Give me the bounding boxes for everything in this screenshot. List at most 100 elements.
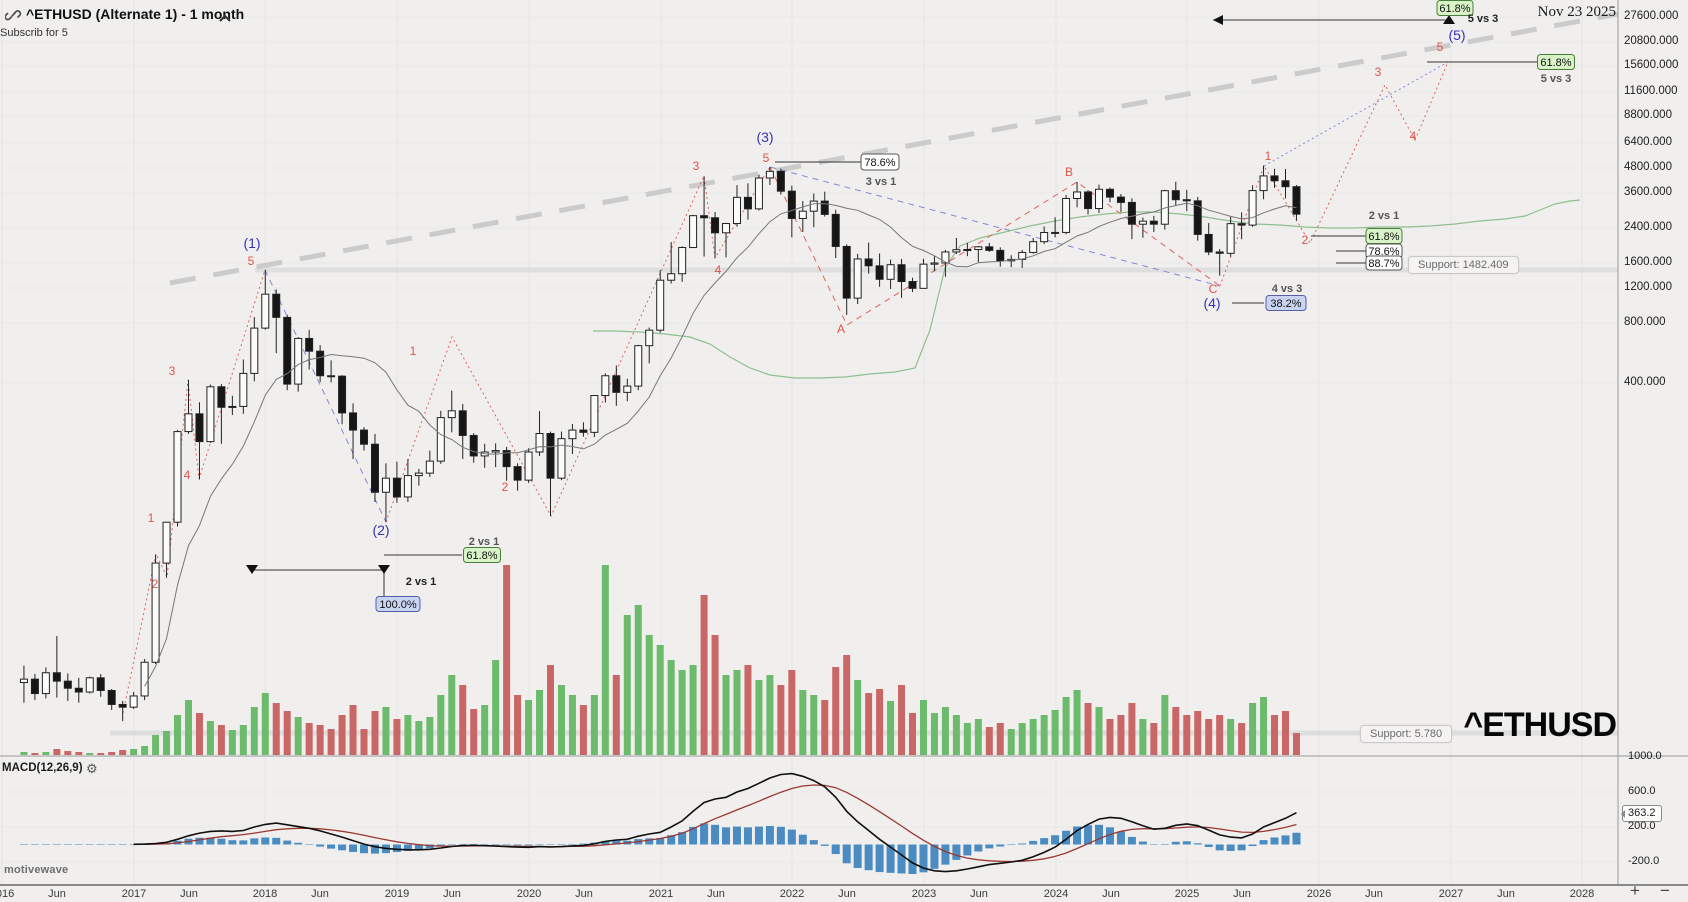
volume-bar [360,729,368,755]
macd-axis-label: -200.0 [1628,855,1660,867]
candle-body [711,217,720,234]
price-axis-label: 4800.000 [1624,161,1672,173]
elliott-wave-label: 1 [410,344,417,358]
macd-histogram-bar [480,844,489,845]
macd-histogram-bar [919,844,928,873]
candle-body [996,249,1005,262]
volume-bar [1172,707,1180,755]
zoom-in-button[interactable]: + [1630,881,1640,900]
macd-histogram-bar [1160,844,1169,845]
macd-histogram-bar [985,844,994,849]
gear-icon[interactable]: ⚙ [86,761,98,776]
volume-bar [744,665,752,755]
candle-body [1084,191,1093,210]
time-axis-label: Jun [970,888,988,900]
candle-body [447,410,456,419]
volume-bar [470,709,478,755]
fib-label-text: 61.8% [1439,3,1470,15]
fib-label-box [1537,54,1575,70]
volume-bar [152,735,160,755]
macd-histogram-bar [360,844,369,854]
macd-indicator-label: MACD(12,26,9) [2,762,83,774]
elliott-wave-label: 5 [248,254,255,268]
elliott-wave-label: 2 [502,480,509,494]
volume-bar [996,723,1004,755]
volume-bar [755,680,763,755]
price-axis-label: 1200.000 [1624,281,1672,293]
volume-bar [1183,715,1191,755]
price-axis-label: 27600.000 [1624,10,1679,22]
macd-histogram-bar [107,844,116,845]
ratio-caption: 5 vs 3 [1468,13,1499,25]
time-axis-label: 2023 [911,888,937,900]
candle-body [392,477,401,498]
elliott-wave-label: 3 [1375,65,1382,79]
volume-bar [974,719,982,755]
candle-body [283,316,292,385]
volume-bar [130,749,138,755]
candle-body [776,170,785,192]
candle-body [458,410,467,436]
candle-body [74,687,83,693]
elliott-wave-label: 5 [763,151,770,165]
candle-body [327,375,336,378]
fib-label-text: 61.8% [1368,231,1399,243]
macd-histogram-bar [963,844,972,856]
candle-body [1270,175,1279,182]
macd-histogram-bar [941,844,950,865]
volume-bar [239,725,247,755]
chevron-up-icon[interactable] [218,10,232,28]
link-icon[interactable] [4,6,22,28]
volume-bar [1018,723,1026,755]
zoom-out-button[interactable]: − [1660,881,1670,900]
candle-body [886,264,895,280]
macd-histogram-bar [305,844,314,845]
macd-histogram-bar [1040,838,1049,845]
price-axis-label: 11600.000 [1624,85,1678,97]
volume-bar [64,751,72,755]
volume-bar [31,753,39,755]
volume-bar [283,711,291,755]
candle-body [919,263,928,289]
candle-body [118,703,127,708]
volume-bar [667,660,675,755]
macd-histogram-bar [283,840,292,845]
volume-bar [1029,719,1037,755]
candle-body [864,258,873,267]
arrow-marker [1213,15,1223,25]
wave-connector-line [1263,61,1449,167]
candle-body [63,680,72,689]
volume-bar [349,705,357,755]
volume-bar [766,675,774,755]
macd-histogram-bar [1193,843,1202,845]
macd-histogram-bar [700,823,709,845]
candle-body [732,196,741,225]
candle-body [294,337,303,385]
volume-bar [1051,710,1059,755]
macd-histogram-bar [272,837,281,845]
macd-histogram-bar [568,843,577,845]
candle-body [1182,199,1191,202]
macd-histogram-bar [370,844,379,854]
symbol-watermark: ^ETHUSD [1463,706,1617,744]
elliott-wave-label: (2) [372,522,389,538]
volume-bar [777,685,785,755]
candle-body [798,210,807,219]
macd-histogram-bar [1248,844,1257,847]
fib-label-text: 38.2% [1270,298,1301,310]
macd-histogram-bar [678,832,687,845]
macd-histogram-bar [722,827,731,845]
volume-bar [1216,715,1224,755]
volume-bar [1161,695,1169,755]
volume-bar [557,685,565,755]
volume-bar [228,730,236,755]
macd-histogram-bar [19,844,28,845]
candle-body [1073,191,1082,200]
candle-body [1127,201,1136,225]
fib-label-box [375,596,421,612]
macd-histogram-bar [930,844,939,869]
volume-bar [711,635,719,755]
elliott-wave-label: 5 [1437,40,1444,54]
candle-body [1171,190,1180,201]
macd-histogram-bar [1138,841,1147,845]
